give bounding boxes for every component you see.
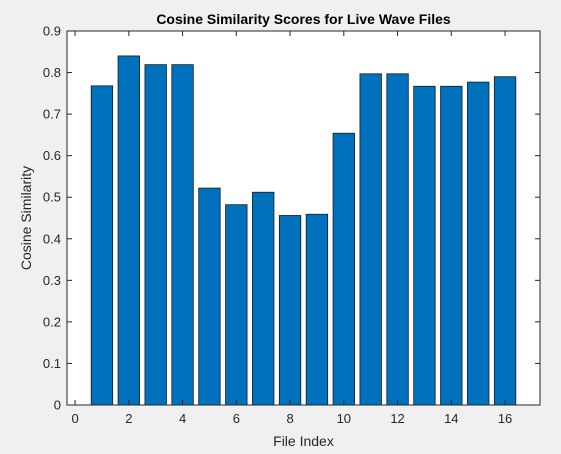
y-tick-label: 0.7	[43, 107, 61, 122]
bar-file-4	[171, 64, 194, 406]
x-tick-label: 10	[337, 411, 351, 426]
bar-file-1	[90, 85, 114, 406]
bar-file-7	[252, 191, 275, 406]
bar-file-12	[386, 73, 409, 406]
y-tick-label: 0.8	[43, 65, 61, 80]
x-tick-label: 4	[179, 411, 186, 426]
y-axis-label: Cosine Similarity	[18, 166, 34, 270]
bar-file-10	[332, 132, 355, 406]
x-axis-label: File Index	[273, 433, 334, 449]
y-tick-label: 0.3	[43, 273, 61, 288]
y-axis-ticks: 0 0.1 0.2 0.3 0.4 0.5 0.6 0.7 0.8 0.9	[43, 24, 540, 413]
bar-file-11	[359, 73, 382, 406]
y-tick-label: 0	[54, 398, 61, 413]
bar-file-13	[413, 85, 436, 406]
bar-file-14	[440, 85, 463, 406]
bar-file-8	[278, 215, 302, 406]
y-tick-label: 0.5	[43, 190, 61, 205]
y-tick-label: 0.1	[43, 356, 61, 371]
chart-title: Cosine Similarity Scores for Live Wave F…	[156, 11, 451, 27]
bar-file-3	[144, 64, 167, 406]
bar-file-15	[467, 81, 490, 406]
bars-layer	[90, 55, 517, 406]
bar-file-6	[225, 204, 248, 406]
x-tick-label: 2	[125, 411, 132, 426]
x-axis-ticks: 0 2 4 6 8 10 12 14 16	[71, 31, 512, 426]
y-tick-label: 0.4	[43, 231, 61, 246]
x-tick-label: 12	[390, 411, 404, 426]
x-tick-label: 16	[498, 411, 512, 426]
bar-file-16	[493, 76, 517, 406]
x-tick-label: 0	[71, 411, 78, 426]
bar-file-5	[198, 187, 221, 406]
y-tick-label: 0.2	[43, 314, 61, 329]
x-tick-label: 6	[233, 411, 240, 426]
bar-file-2	[117, 55, 140, 406]
y-tick-label: 0.9	[43, 24, 61, 39]
bar-file-9	[305, 213, 329, 406]
x-tick-label: 8	[286, 411, 293, 426]
y-tick-label: 0.6	[43, 148, 61, 163]
axes-box	[66, 30, 541, 406]
x-tick-label: 14	[444, 411, 458, 426]
